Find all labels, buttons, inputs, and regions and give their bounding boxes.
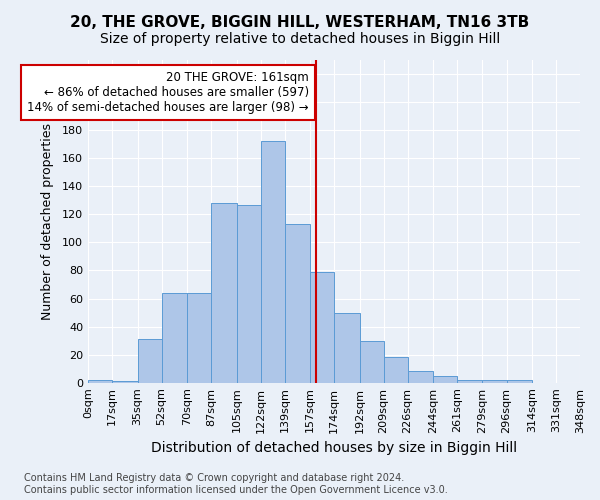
Bar [161, 293, 187, 382]
Bar [260, 142, 284, 382]
Text: 20, THE GROVE, BIGGIN HILL, WESTERHAM, TN16 3TB: 20, THE GROVE, BIGGIN HILL, WESTERHAM, T… [70, 15, 530, 30]
Bar [383, 358, 407, 382]
Bar [407, 372, 433, 382]
Bar [482, 380, 506, 382]
Text: Contains HM Land Registry data © Crown copyright and database right 2024.
Contai: Contains HM Land Registry data © Crown c… [24, 474, 448, 495]
Bar [187, 293, 211, 382]
Bar [334, 312, 359, 382]
Bar [211, 203, 236, 382]
Text: Size of property relative to detached houses in Biggin Hill: Size of property relative to detached ho… [100, 32, 500, 46]
Y-axis label: Number of detached properties: Number of detached properties [41, 123, 54, 320]
X-axis label: Distribution of detached houses by size in Biggin Hill: Distribution of detached houses by size … [151, 441, 517, 455]
Bar [359, 340, 383, 382]
Bar [284, 224, 310, 382]
Bar [88, 380, 112, 382]
Bar [457, 380, 482, 382]
Bar [137, 339, 161, 382]
Text: 20 THE GROVE: 161sqm
← 86% of detached houses are smaller (597)
14% of semi-deta: 20 THE GROVE: 161sqm ← 86% of detached h… [27, 71, 308, 114]
Bar [506, 380, 532, 382]
Bar [433, 376, 457, 382]
Bar [310, 272, 334, 382]
Bar [236, 204, 260, 382]
